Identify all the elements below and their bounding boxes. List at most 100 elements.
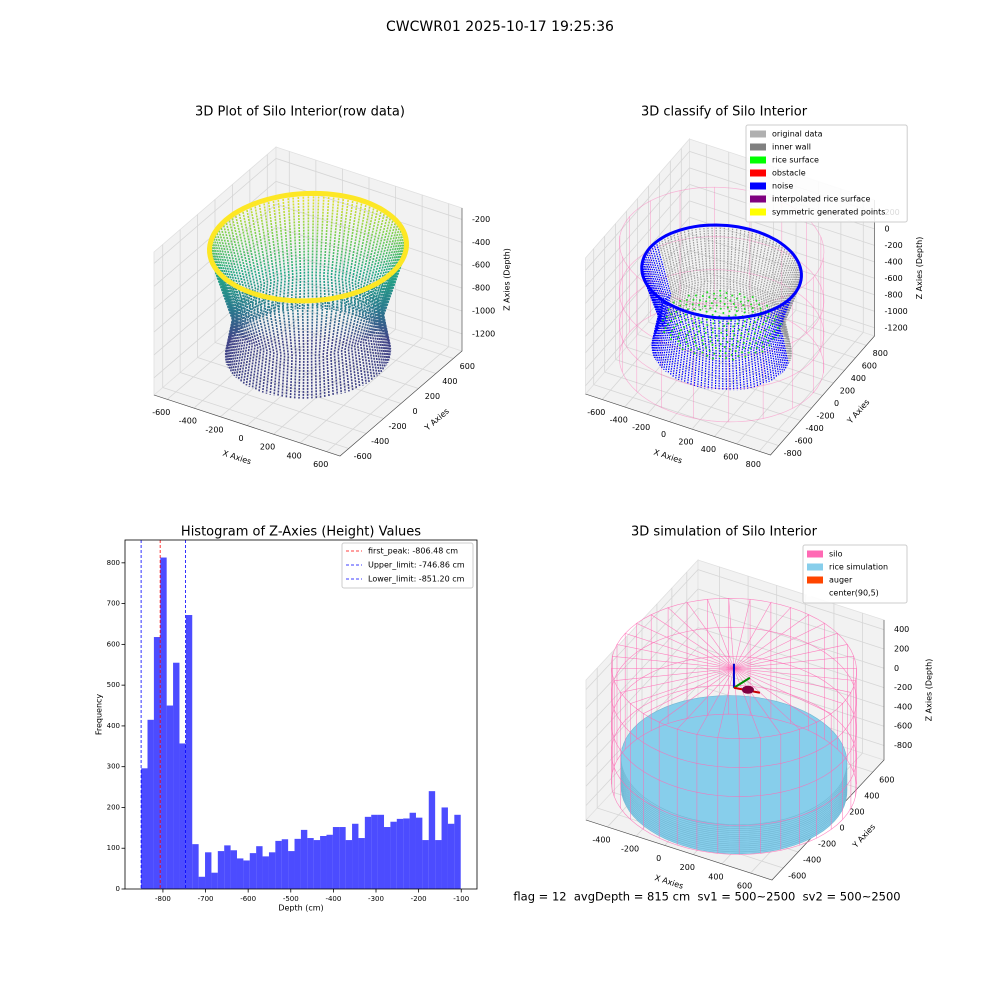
point-cloud: [751, 310, 754, 313]
grid-line: [585, 627, 699, 748]
point-cloud: [706, 354, 709, 357]
legend-swatch: [807, 563, 823, 571]
bar: [454, 814, 461, 889]
point-cloud: [680, 329, 683, 332]
point-cloud: [732, 358, 735, 361]
legend-box: [341, 542, 474, 589]
point-cloud: [700, 321, 703, 324]
silo-wireframe: [728, 598, 735, 715]
point-cloud: [737, 355, 740, 358]
point-cloud: [749, 323, 752, 326]
point-cloud: [766, 304, 769, 307]
x-tick-label: 0: [661, 430, 666, 439]
point-cloud: [768, 344, 771, 347]
y-tick-label: 600: [107, 640, 120, 648]
point-cloud: [729, 299, 732, 302]
y-tick-label: -600: [795, 437, 813, 446]
bar: [307, 838, 314, 889]
point-cloud: [701, 295, 704, 298]
point-cloud: [728, 318, 732, 391]
silo-wireframe: [733, 668, 740, 855]
chart-title: 3D simulation of Silo Interior: [631, 525, 818, 540]
grid-line: [275, 203, 463, 266]
grid-line: [585, 217, 690, 337]
legend-swatch: [807, 589, 823, 597]
point-cloud: [746, 337, 749, 340]
z-tick-label: -1200: [885, 323, 908, 332]
point-cloud: [772, 337, 775, 340]
bar: [435, 840, 442, 889]
point-cloud: [344, 199, 359, 314]
legend-swatch: [750, 156, 766, 164]
point-cloud: [727, 322, 730, 325]
point-cloud: [655, 241, 672, 325]
chart-title: 3D Plot of Silo Interior(row data): [195, 105, 405, 120]
silo-wireframe: [624, 632, 734, 750]
y-tick-label: -200: [388, 422, 406, 431]
point-cloud: [326, 298, 334, 397]
point-cloud: [684, 318, 687, 321]
point-cloud: [742, 304, 745, 307]
point-cloud: [767, 339, 770, 342]
grid-line: [275, 158, 463, 220]
point-cloud: [379, 258, 404, 364]
bar: [141, 768, 148, 889]
silo-wireframe: [733, 599, 751, 716]
point-cloud: [733, 334, 736, 337]
point-cloud: [761, 323, 764, 326]
bar: [224, 845, 231, 889]
point-cloud: [720, 331, 723, 334]
legend-label: noise: [772, 182, 793, 191]
point-cloud: [732, 302, 735, 305]
point-cloud: [672, 301, 675, 304]
bar: [364, 816, 372, 889]
point-cloud: [669, 233, 683, 317]
point-cloud: [732, 226, 738, 311]
point-cloud: [763, 307, 777, 382]
bar: [173, 662, 180, 889]
point-cloud: [244, 290, 262, 391]
point-cloud: [718, 327, 721, 330]
point-cloud: [719, 343, 722, 346]
point-cloud: [701, 351, 704, 354]
point-cloud: [715, 224, 718, 310]
silo-wireframe: [616, 644, 734, 761]
x-tick-label: -200: [205, 425, 223, 434]
y-tick-label: -200: [816, 412, 834, 421]
point-cloud: [734, 350, 737, 353]
z-axis-label: Z Axies (Depth): [503, 248, 512, 311]
point-cloud: [687, 344, 690, 347]
point-cloud: [705, 316, 711, 390]
point-cloud: [718, 321, 721, 324]
z-tick-label: -1200: [472, 329, 495, 338]
point-cloud: [687, 227, 696, 312]
y-tick-label: 300: [107, 763, 120, 771]
z-axis-label: Z Axies (Depth): [915, 237, 924, 300]
point-cloud: [679, 344, 682, 347]
point-cloud: [714, 310, 717, 313]
grid-line: [593, 384, 779, 446]
point-cloud: [364, 278, 386, 381]
x-tick-label: 400: [287, 451, 302, 460]
y-tick-label: 400: [851, 374, 866, 383]
silo-wireframe: [733, 668, 832, 830]
point-cloud: [683, 228, 693, 313]
point-cloud: [730, 353, 733, 356]
point-cloud: [754, 234, 765, 318]
point-cloud: [722, 311, 725, 314]
z-tick-label: 400: [894, 625, 909, 634]
point-cloud: [686, 333, 689, 336]
y-tick-label: 200: [107, 803, 120, 811]
y-tick-label: -400: [803, 856, 821, 865]
x-tick-label: -400: [610, 415, 628, 424]
legend-swatch: [750, 208, 766, 216]
point-cloud: [685, 341, 688, 344]
point-cloud: [750, 303, 753, 306]
point-cloud: [711, 313, 714, 316]
point-cloud: [709, 316, 714, 390]
z-tick-label: -600: [885, 274, 903, 283]
x-tick-label: 800: [746, 460, 761, 469]
x-tick-label: -300: [368, 895, 384, 903]
point-cloud: [736, 297, 739, 300]
